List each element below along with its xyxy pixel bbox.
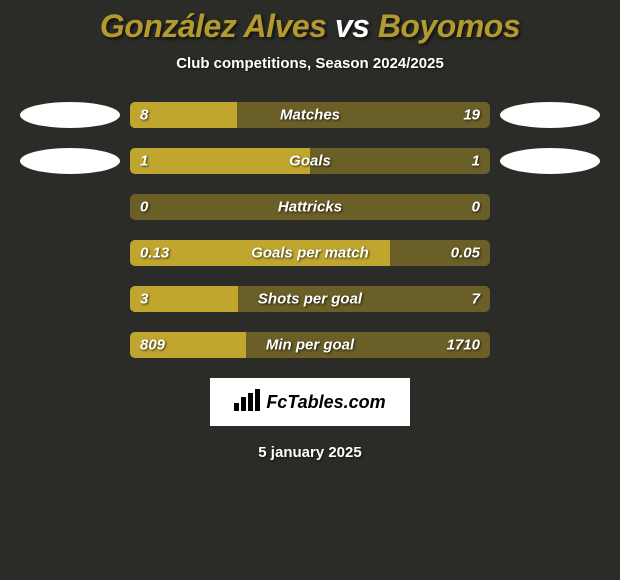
team-badge-right: [500, 332, 600, 358]
stat-row: 37Shots per goal: [20, 286, 600, 312]
stat-label: Goals: [130, 153, 490, 170]
stat-label: Goals per match: [130, 245, 490, 262]
stat-label: Hattricks: [130, 199, 490, 216]
stat-row: 819Matches: [20, 102, 600, 128]
stat-bar: 00Hattricks: [130, 194, 490, 220]
stat-bar: 819Matches: [130, 102, 490, 128]
stat-bar: 11Goals: [130, 148, 490, 174]
stat-row: 0.130.05Goals per match: [20, 240, 600, 266]
team-badge-left: [20, 240, 120, 266]
stat-row: 8091710Min per goal: [20, 332, 600, 358]
player1-name: González Alves: [100, 8, 327, 44]
stat-label: Matches: [130, 107, 490, 124]
team-badge-right: [500, 102, 600, 128]
team-badge-left: [20, 102, 120, 128]
team-badge-left: [20, 194, 120, 220]
page-title: González Alves vs Boyomos: [0, 8, 620, 45]
team-badge-left: [20, 332, 120, 358]
team-badge-right: [500, 286, 600, 312]
stats-list: 819Matches 11Goals 00Hattricks 0.130.05Goal…: [0, 102, 620, 358]
stat-row: 11Goals: [20, 148, 600, 174]
logo-box[interactable]: FcTables.com: [210, 378, 410, 426]
bars-icon: [234, 389, 260, 416]
subtitle: Club competitions, Season 2024/2025: [0, 55, 620, 72]
logo-text: FcTables.com: [266, 392, 385, 413]
comparison-card: González Alves vs Boyomos Club competiti…: [0, 0, 620, 580]
team-badge-right: [500, 240, 600, 266]
stat-label: Min per goal: [130, 337, 490, 354]
date-label: 5 january 2025: [0, 444, 620, 461]
stat-label: Shots per goal: [130, 291, 490, 308]
stat-bar: 0.130.05Goals per match: [130, 240, 490, 266]
team-badge-right: [500, 194, 600, 220]
team-badge-right: [500, 148, 600, 174]
team-badge-left: [20, 148, 120, 174]
vs-text: vs: [335, 8, 370, 44]
stat-row: 00Hattricks: [20, 194, 600, 220]
player2-name: Boyomos: [378, 8, 520, 44]
team-badge-left: [20, 286, 120, 312]
stat-bar: 8091710Min per goal: [130, 332, 490, 358]
stat-bar: 37Shots per goal: [130, 286, 490, 312]
